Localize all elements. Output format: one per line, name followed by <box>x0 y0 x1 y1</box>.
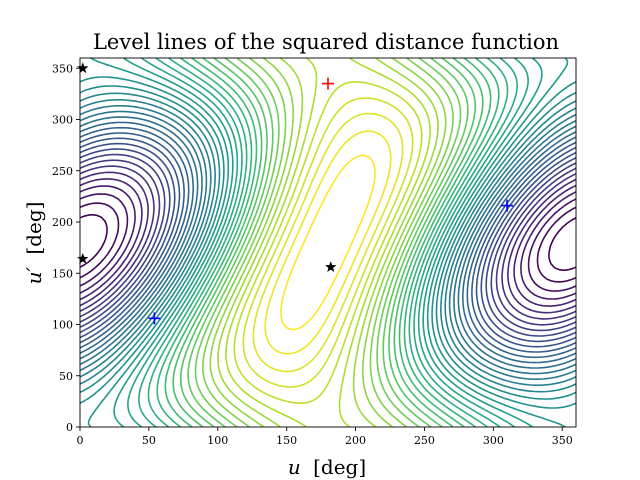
contour-level-line <box>80 110 576 375</box>
contour-level-line <box>80 214 576 271</box>
contour-level-line <box>164 58 492 427</box>
contour-level-line <box>80 202 576 283</box>
saddle-marker <box>77 252 89 264</box>
chart-title: Level lines of the squared distance func… <box>93 30 559 54</box>
y-tick-label: 50 <box>59 370 73 383</box>
contour-level-line <box>127 58 529 427</box>
contour-level-line <box>280 154 376 331</box>
contour-level-line <box>80 159 576 326</box>
critical-point-markers <box>77 62 514 325</box>
contour-level-line <box>209 58 447 427</box>
contour-level-line <box>80 148 576 337</box>
contour-level-line <box>242 97 414 388</box>
y-tick-label: 250 <box>52 165 73 178</box>
saddle-marker <box>325 261 337 272</box>
saddle-marker <box>77 62 89 74</box>
maximum-marker <box>322 77 334 90</box>
contour-level-line <box>80 116 576 369</box>
x-tick-label: 0 <box>77 434 84 447</box>
contour-level-line <box>252 112 404 373</box>
y-tick-label: 200 <box>52 216 73 229</box>
contour-level-line <box>80 137 576 348</box>
x-tick-label: 50 <box>142 434 156 447</box>
y-tick-label: 350 <box>52 62 73 75</box>
contour-level-line <box>80 76 576 409</box>
y-axis-label-unit: [deg] <box>22 202 46 255</box>
contour-level-line <box>179 58 477 427</box>
y-tick-label: 300 <box>52 114 73 127</box>
contour-level-line <box>80 85 576 400</box>
y-tick-label: 0 <box>66 421 73 434</box>
minimum-marker <box>501 199 514 212</box>
contour-level-line <box>80 99 576 386</box>
contour-level-line <box>187 58 469 427</box>
x-axis-label: u [deg] <box>288 455 366 479</box>
contour-level-line <box>80 132 576 353</box>
contour-level-line <box>225 58 431 427</box>
contour-level-line <box>80 178 576 307</box>
contour-level-line <box>147 58 509 427</box>
x-tick-label: 200 <box>345 434 366 447</box>
y-tick-label: 100 <box>52 319 73 332</box>
contour-level-line <box>113 58 543 427</box>
contour-level-line <box>80 171 576 314</box>
contour-level-line <box>194 58 462 427</box>
plot-frame <box>79 57 577 428</box>
y-tick-label: 150 <box>52 267 73 280</box>
contour-level-line <box>80 121 576 364</box>
contour-level-line <box>80 126 576 359</box>
x-tick-label: 300 <box>483 434 504 447</box>
contour-level-line <box>80 142 576 343</box>
y-axis-ticks: 0 50 100 150 200 250 300 350 <box>52 62 80 434</box>
x-axis-label-var: u <box>288 455 301 479</box>
contour-lines <box>80 58 576 427</box>
contour-level-line <box>80 105 576 380</box>
x-tick-label: 100 <box>207 434 228 447</box>
x-tick-label: 350 <box>552 434 573 447</box>
contour-level-line <box>80 92 576 393</box>
x-axis-label-unit: [deg] <box>313 455 366 479</box>
y-axis-label-var: u′ <box>22 267 46 285</box>
x-axis-ticks: 0 50 100 150 200 250 300 350 <box>77 427 573 447</box>
contour-level-line <box>80 185 576 300</box>
contour-level-line <box>80 153 576 332</box>
minimum-marker <box>148 312 161 325</box>
contour-level-line <box>202 58 454 427</box>
contour-level-line <box>87 58 569 427</box>
contour-level-line <box>156 58 500 427</box>
contour-level-line <box>172 58 484 427</box>
contour-level-line <box>138 58 518 427</box>
x-tick-label: 250 <box>414 434 435 447</box>
contour-level-line <box>233 81 423 404</box>
contour-level-line <box>264 130 392 355</box>
y-axis-label: u′ [deg] <box>22 202 46 285</box>
contour-level-line <box>217 58 439 427</box>
contour-level-line <box>80 165 576 320</box>
x-tick-label: 150 <box>276 434 297 447</box>
contour-level-line <box>80 193 576 292</box>
